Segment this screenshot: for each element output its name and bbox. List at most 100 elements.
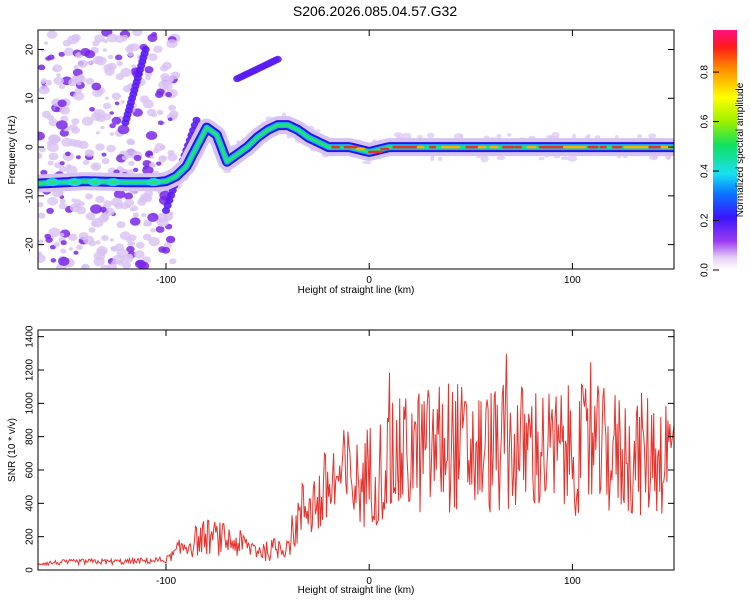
heatmap-noise-blob xyxy=(116,60,123,67)
heatmap-noise-blob xyxy=(107,54,114,60)
heatmap-noise-blob xyxy=(109,111,114,115)
heatmap-noise-blob xyxy=(38,253,46,263)
heatmap-noise-blob xyxy=(91,82,102,91)
heatmap-noise-blob xyxy=(57,99,67,108)
heatmap-noise-blob xyxy=(128,160,135,166)
heatmap-noise-blob xyxy=(38,152,43,159)
ridge-left-blob-core xyxy=(71,180,79,185)
chart-title: S206.2026.085.04.57.G32 xyxy=(293,3,457,19)
heatmap-noise-blob xyxy=(496,133,502,140)
heatmap-noise-blob xyxy=(169,258,177,265)
snr-y-tick-label: 200 xyxy=(25,528,36,545)
heatmap-noise-blob xyxy=(111,92,122,101)
heatmap-noise-blob xyxy=(165,91,173,98)
heatmap-noise-blob xyxy=(53,242,60,247)
heatmap-noise-blob xyxy=(102,102,112,110)
heatmap-noise-blob xyxy=(161,246,171,254)
heatmap-noise-blob xyxy=(48,227,61,238)
heatmap-noise-blob xyxy=(458,133,464,140)
colorbar-gradient xyxy=(713,30,737,270)
heatmap-noise-blob xyxy=(117,124,130,135)
heatmap-noise-blob xyxy=(46,30,58,39)
heatmap-noise-blob xyxy=(649,154,659,161)
snr-y-label: SNR (10 * v/v) xyxy=(7,418,18,482)
heatmap-noise-blob xyxy=(496,155,506,161)
heatmap-noise-blob xyxy=(41,78,47,83)
heatmap-noise-blob xyxy=(43,86,50,92)
heatmap-noise-blob xyxy=(167,117,173,121)
heatmap-noise xyxy=(38,30,671,269)
heatmap-noise-blob xyxy=(83,235,95,245)
heatmap-noise-blob xyxy=(59,161,65,166)
heatmap-noise-blob xyxy=(143,99,154,109)
heatmap-noise-blob xyxy=(124,192,133,200)
heatmap-noise-blob xyxy=(105,96,109,100)
heatmap-noise-blob xyxy=(60,240,67,246)
heatmap-noise-blob xyxy=(54,106,60,111)
heatmap-noise-blob xyxy=(120,202,129,210)
heatmap-noise-blob xyxy=(48,118,59,127)
heatmap-noise-blob xyxy=(507,133,512,137)
heatmap-noise-blob xyxy=(103,64,114,72)
heatmap-noise-blob xyxy=(148,236,160,247)
heatmap-noise-blob xyxy=(46,207,54,214)
colorbar-label: Normalized spectral amplitude xyxy=(735,82,746,217)
heatmap-noise-blob xyxy=(125,237,133,243)
heatmap-noise-blob xyxy=(120,67,132,77)
heatmap-noise-blob xyxy=(101,214,110,221)
heatmap-noise-blob xyxy=(81,264,87,269)
snr-frame xyxy=(37,329,675,571)
snr-panel: -100 0 100 0 200 400 600 800 1000 1200 1400 Heigh… xyxy=(7,325,675,596)
heatmap-noise-blob xyxy=(145,131,158,140)
heatmap-branch-blob xyxy=(273,55,282,63)
snr-y-tick-label: 1400 xyxy=(25,325,36,348)
heatmap-noise-blob xyxy=(427,132,435,139)
heatmap-noise-blob xyxy=(60,248,67,254)
heatmap-noise-blob xyxy=(59,232,65,237)
heatmap-noise-blob xyxy=(76,244,83,250)
heatmap-noise-blob xyxy=(560,156,569,160)
heatmap-noise-blob xyxy=(48,152,59,161)
heatmap-noise-blob xyxy=(149,155,154,159)
heatmap-noise-blob xyxy=(58,202,67,210)
heatmap-noise-blob xyxy=(53,76,64,86)
snr-y-tick-label: 1200 xyxy=(25,358,36,381)
heatmap-noise-blob xyxy=(111,260,118,266)
heatmap-noise-blob xyxy=(572,133,576,140)
heatmap-noise-blob xyxy=(38,64,46,71)
heatmap-noise-blob xyxy=(76,81,82,86)
heatmap-noise-blob xyxy=(115,54,123,61)
ridge-left-blob-core xyxy=(91,180,99,185)
heatmap-noise-blob xyxy=(89,59,95,65)
heatmap-noise-blob xyxy=(58,51,65,57)
heatmap-noise-blob xyxy=(56,120,68,130)
heatmap-noise-blob xyxy=(133,167,139,173)
heatmap-noise-blob xyxy=(73,250,79,255)
heatmap-noise-blob xyxy=(38,202,44,208)
heatmap-noise-blob xyxy=(155,91,164,98)
heatmap-noise-blob xyxy=(148,53,158,61)
snr-x-tick-label: -100 xyxy=(156,576,176,587)
heatmap-noise-blob xyxy=(150,228,156,233)
heatmap-noise-blob xyxy=(538,157,545,161)
heatmap-noise-blob xyxy=(90,204,103,214)
heatmap-noise-blob xyxy=(157,120,164,126)
snr-series-line xyxy=(38,353,674,567)
heatmap-y-label: Frequency (Hz) xyxy=(7,116,18,185)
heatmap-noise-blob xyxy=(75,155,81,160)
snr-x-label: Height of straight line (km) xyxy=(298,585,415,596)
snr-y-tick-label: 600 xyxy=(25,461,36,478)
heatmap-noise-blob xyxy=(78,201,85,207)
heatmap-noise-blob xyxy=(81,116,94,126)
heatmap-noise-blob xyxy=(126,245,135,253)
heatmap-noise-blob xyxy=(38,239,44,244)
heatmap-noise-blob xyxy=(82,159,90,165)
heatmap-noise-blob xyxy=(636,134,643,139)
heatmap-noise-blob xyxy=(61,137,73,147)
colorbar-tick-label: 0.2 xyxy=(700,213,711,227)
heatmap-noise-blob xyxy=(78,74,84,79)
heatmap-x-tick-label: -100 xyxy=(156,275,176,286)
heatmap-noise-blob xyxy=(134,250,145,259)
heatmap-noise-blob xyxy=(45,237,53,243)
